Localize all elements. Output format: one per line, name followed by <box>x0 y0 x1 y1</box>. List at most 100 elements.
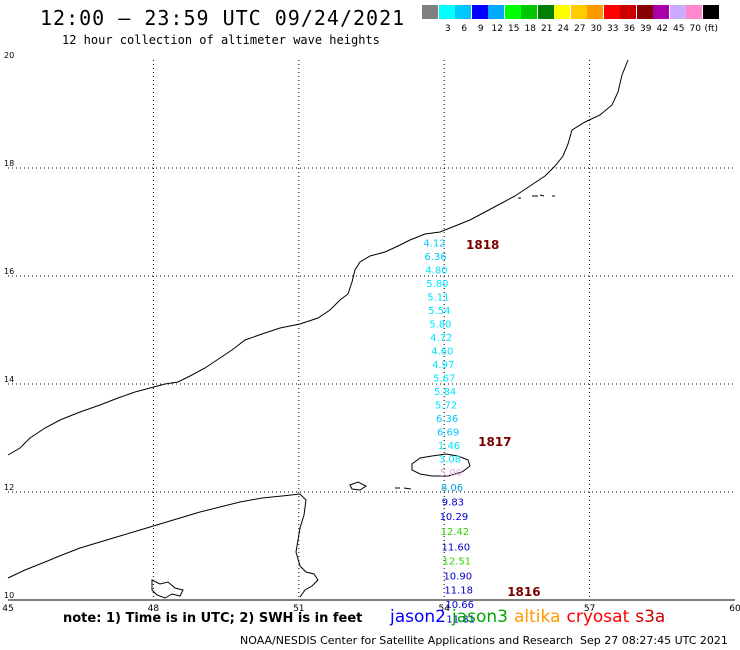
legend-label: 45 <box>673 24 685 34</box>
satellite-name: altika <box>514 607 561 627</box>
pass-time-label: 1817 <box>478 435 511 449</box>
legend-label: 21 <box>541 24 553 34</box>
legend-swatch <box>488 5 504 19</box>
pass-time-labels: 1818 1817 1816 <box>466 238 541 599</box>
wave-height-value: 5.80 <box>426 279 448 290</box>
wave-height-value: 5.11 <box>427 292 449 303</box>
legend-swatch <box>620 5 636 19</box>
wave-height-value: 5.54 <box>428 306 450 317</box>
y-tick-label: 20 <box>4 51 14 60</box>
y-tick-label: 14 <box>4 375 14 384</box>
legend-swatch <box>471 5 488 19</box>
wave-height-value: 6.36 <box>424 252 446 263</box>
socotra-island <box>411 453 471 477</box>
wave-height-value: 5.80 <box>429 319 451 330</box>
y-tick-label: 12 <box>4 483 14 492</box>
wave-height-value: 10.90 <box>443 571 472 582</box>
x-tick-label: 45 <box>2 604 13 614</box>
legend-label: 18 <box>524 24 536 34</box>
legend-label: 36 <box>623 24 635 34</box>
legend-label: 42 <box>656 24 668 34</box>
wave-height-value: 4.12 <box>423 238 445 249</box>
wave-height-value: 11.81 <box>446 615 475 626</box>
legend-label: 12 <box>491 24 503 34</box>
wave-height-value: 11.60 <box>442 542 471 553</box>
ras-hafun-detail <box>151 579 184 599</box>
legend-label: 6 <box>461 24 468 34</box>
credit-line: NOAA/NESDIS Center for Satellite Applica… <box>240 634 574 647</box>
generated-timestamp: Sep 27 08:27:45 UTC 2021 <box>580 634 728 647</box>
wave-height-value: 1.46 <box>438 441 460 452</box>
satellite-name: jason3 <box>452 607 508 627</box>
legend-swatch <box>669 5 686 19</box>
legend-label: 15 <box>508 24 520 34</box>
legend-label: 33 <box>607 24 619 34</box>
legend-swatch <box>554 5 570 19</box>
horn-of-africa-coastline <box>7 493 319 598</box>
wave-height-value: 5.72 <box>435 400 457 411</box>
legend-swatch <box>570 5 587 19</box>
coastline <box>7 59 629 599</box>
x-tick-label: 48 <box>148 604 160 614</box>
wave-height-value: 12.42 <box>441 527 470 538</box>
wave-height-value: 8.06 <box>441 483 463 494</box>
satellite-name: jason2 <box>390 607 446 627</box>
wave-height-value: 4.60 <box>431 346 453 357</box>
wave-height-value: 4.97 <box>432 360 454 371</box>
wave-height-value: 5.84 <box>434 387 456 398</box>
satellite-list: jason2 jason3 altika cryosat s3a <box>390 607 671 627</box>
satellite-name: cryosat <box>566 607 630 627</box>
y-tick-label: 18 <box>4 159 14 168</box>
pass-time-label: 1816 <box>507 585 540 599</box>
arabian-coastline <box>7 59 629 456</box>
altimeter-track: 4.12 6.36 4.80 5.80 5.11 5.54 5.80 4.72 4.60 4.97… <box>423 238 475 625</box>
legend-label: 24 <box>557 24 569 34</box>
wave-height-value: 10.66 <box>445 600 474 611</box>
x-tick-label: 54 <box>438 604 450 614</box>
map-subtitle: 12 hour collection of altimeter wave hei… <box>62 33 380 47</box>
legend-swatch <box>587 5 603 19</box>
x-tick-label: 57 <box>584 604 595 614</box>
legend-swatch <box>422 5 438 19</box>
abd-al-kuri-islands <box>349 481 412 491</box>
legend-swatch <box>438 5 455 19</box>
wave-height-value: 10.29 <box>440 512 469 523</box>
wave-height-value: 5.00 <box>440 468 462 479</box>
legend-label: 39 <box>640 24 652 34</box>
legend-swatch <box>537 5 554 19</box>
legend-label: 70 <box>689 24 701 34</box>
wave-height-value: 11.18 <box>444 586 473 597</box>
legend-unit: (ft) <box>704 24 719 34</box>
wave-height-value: 9.83 <box>442 498 464 509</box>
legend-label: 27 <box>574 24 586 34</box>
x-tick-label: 51 <box>293 604 304 614</box>
wave-height-value: 6.69 <box>437 427 459 438</box>
wave-height-value: 12.51 <box>442 556 471 567</box>
map-title: 12:00 – 23:59 UTC 09/24/2021 <box>40 6 406 30</box>
kuria-muria-islands <box>518 194 555 199</box>
legend-swatch <box>653 5 669 19</box>
legend-swatch <box>504 5 521 19</box>
legend-label: 3 <box>444 24 451 34</box>
legend-label: 30 <box>590 24 602 34</box>
x-tick-label: 60 <box>729 604 740 614</box>
wave-height-value: 3.08 <box>439 454 461 465</box>
legend-swatch <box>686 5 702 19</box>
wave-height-value: 4.72 <box>430 333 452 344</box>
gridlines <box>8 60 735 601</box>
satellite-name: s3a <box>635 607 666 627</box>
y-tick-label: 10 <box>4 591 14 600</box>
legend-swatch <box>521 5 537 19</box>
wave-height-value: 4.80 <box>425 265 447 276</box>
wave-height-value: 5.67 <box>433 373 455 384</box>
legend-label: 9 <box>477 24 484 34</box>
y-tick-label: 16 <box>4 267 14 276</box>
legend-swatch <box>603 5 620 19</box>
legend-swatch <box>702 5 719 19</box>
wave-height-value: 6.36 <box>436 414 458 425</box>
legend-swatch <box>455 5 471 19</box>
legend-swatch <box>636 5 653 19</box>
footer-note: note: 1) Time is in UTC; 2) SWH is in fe… <box>63 611 363 626</box>
